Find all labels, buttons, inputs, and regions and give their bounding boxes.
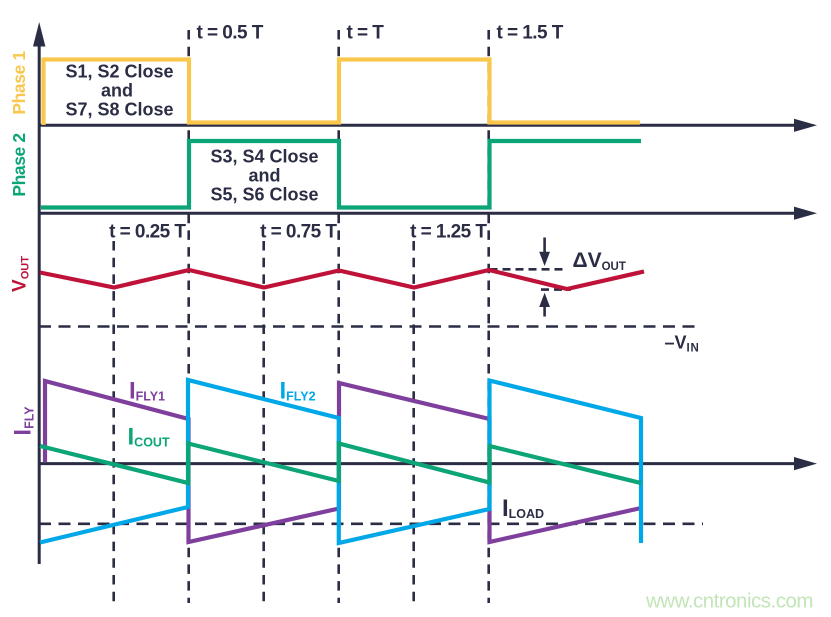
svg-text:t = 0.5 T: t = 0.5 T — [197, 23, 264, 44]
svg-text:t = T: t = T — [347, 23, 385, 44]
svg-text:S7, S8 Close: S7, S8 Close — [65, 100, 173, 120]
svg-text:S1, S2 Close: S1, S2 Close — [65, 62, 173, 82]
svg-text:S3, S4 Close: S3, S4 Close — [210, 146, 318, 166]
svg-text:t = 0.25 T: t = 0.25 T — [109, 222, 186, 243]
svg-text:and: and — [101, 81, 133, 101]
svg-text:t = 0.75 T: t = 0.75 T — [260, 222, 337, 243]
svg-text:t = 1.5 T: t = 1.5 T — [497, 23, 564, 44]
svg-text:Phase 1: Phase 1 — [9, 51, 29, 115]
svg-text:Phase 2: Phase 2 — [9, 133, 29, 197]
svg-text:S5, S6 Close: S5, S6 Close — [210, 184, 318, 204]
svg-text:t = 1.25 T: t = 1.25 T — [410, 222, 487, 243]
svg-text:and: and — [248, 165, 280, 185]
svg-text:www.cntronics.com: www.cntronics.com — [645, 590, 813, 613]
